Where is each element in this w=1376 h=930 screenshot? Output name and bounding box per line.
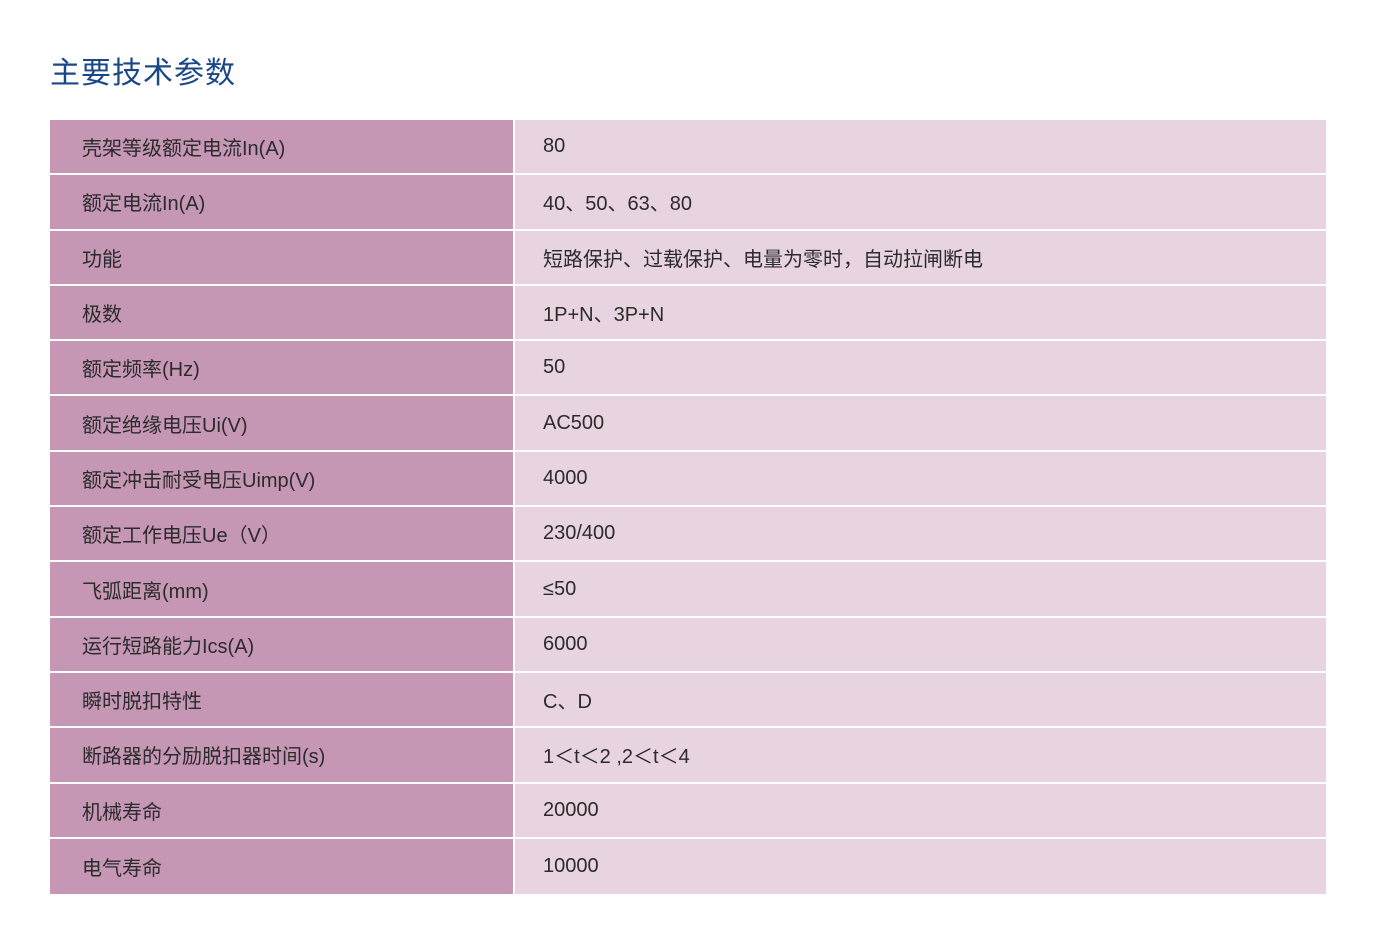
spec-value: 40、50、63、80 [515,175,1326,230]
table-row: 极数1P+N、3P+N [50,286,1326,341]
spec-label: 功能 [50,231,515,286]
spec-value: 80 [515,120,1326,175]
spec-label: 断路器的分励脱扣器时间(s) [50,728,515,783]
spec-label: 电气寿命 [50,839,515,894]
spec-label: 极数 [50,286,515,341]
spec-value: 6000 [515,618,1326,673]
table-row: 电气寿命10000 [50,839,1326,894]
spec-label: 运行短路能力Ics(A) [50,618,515,673]
table-row: 飞弧距离(mm)≤50 [50,562,1326,617]
table-row: 机械寿命20000 [50,784,1326,839]
page-title: 主要技术参数 [50,48,1326,92]
table-row: 额定频率(Hz)50 [50,341,1326,396]
spec-label: 飞弧距离(mm) [50,562,515,617]
spec-value: ≤50 [515,562,1326,617]
spec-label: 额定工作电压Ue（V） [50,507,515,562]
spec-value: 230/400 [515,507,1326,562]
table-row: 额定绝缘电压Ui(V)AC500 [50,396,1326,451]
spec-table: 壳架等级额定电流In(A)80额定电流In(A)40、50、63、80功能短路保… [50,120,1326,894]
spec-value: AC500 [515,396,1326,451]
spec-value: C、D [515,673,1326,728]
spec-value: 50 [515,341,1326,396]
spec-label: 瞬时脱扣特性 [50,673,515,728]
spec-value: 1＜t＜2 ,2＜t＜4 [515,728,1326,783]
spec-value: 20000 [515,784,1326,839]
spec-label: 额定电流In(A) [50,175,515,230]
table-row: 额定工作电压Ue（V）230/400 [50,507,1326,562]
table-row: 壳架等级额定电流In(A)80 [50,120,1326,175]
table-row: 功能短路保护、过载保护、电量为零时，自动拉闸断电 [50,231,1326,286]
spec-label: 额定频率(Hz) [50,341,515,396]
spec-label: 额定绝缘电压Ui(V) [50,396,515,451]
table-row: 断路器的分励脱扣器时间(s)1＜t＜2 ,2＜t＜4 [50,728,1326,783]
table-row: 额定冲击耐受电压Uimp(V)4000 [50,452,1326,507]
spec-value: 短路保护、过载保护、电量为零时，自动拉闸断电 [515,231,1326,286]
table-row: 额定电流In(A)40、50、63、80 [50,175,1326,230]
spec-label: 壳架等级额定电流In(A) [50,120,515,175]
table-row: 运行短路能力Ics(A)6000 [50,618,1326,673]
spec-value: 1P+N、3P+N [515,286,1326,341]
spec-label: 机械寿命 [50,784,515,839]
spec-value: 4000 [515,452,1326,507]
spec-label: 额定冲击耐受电压Uimp(V) [50,452,515,507]
spec-value: 10000 [515,839,1326,894]
table-row: 瞬时脱扣特性C、D [50,673,1326,728]
